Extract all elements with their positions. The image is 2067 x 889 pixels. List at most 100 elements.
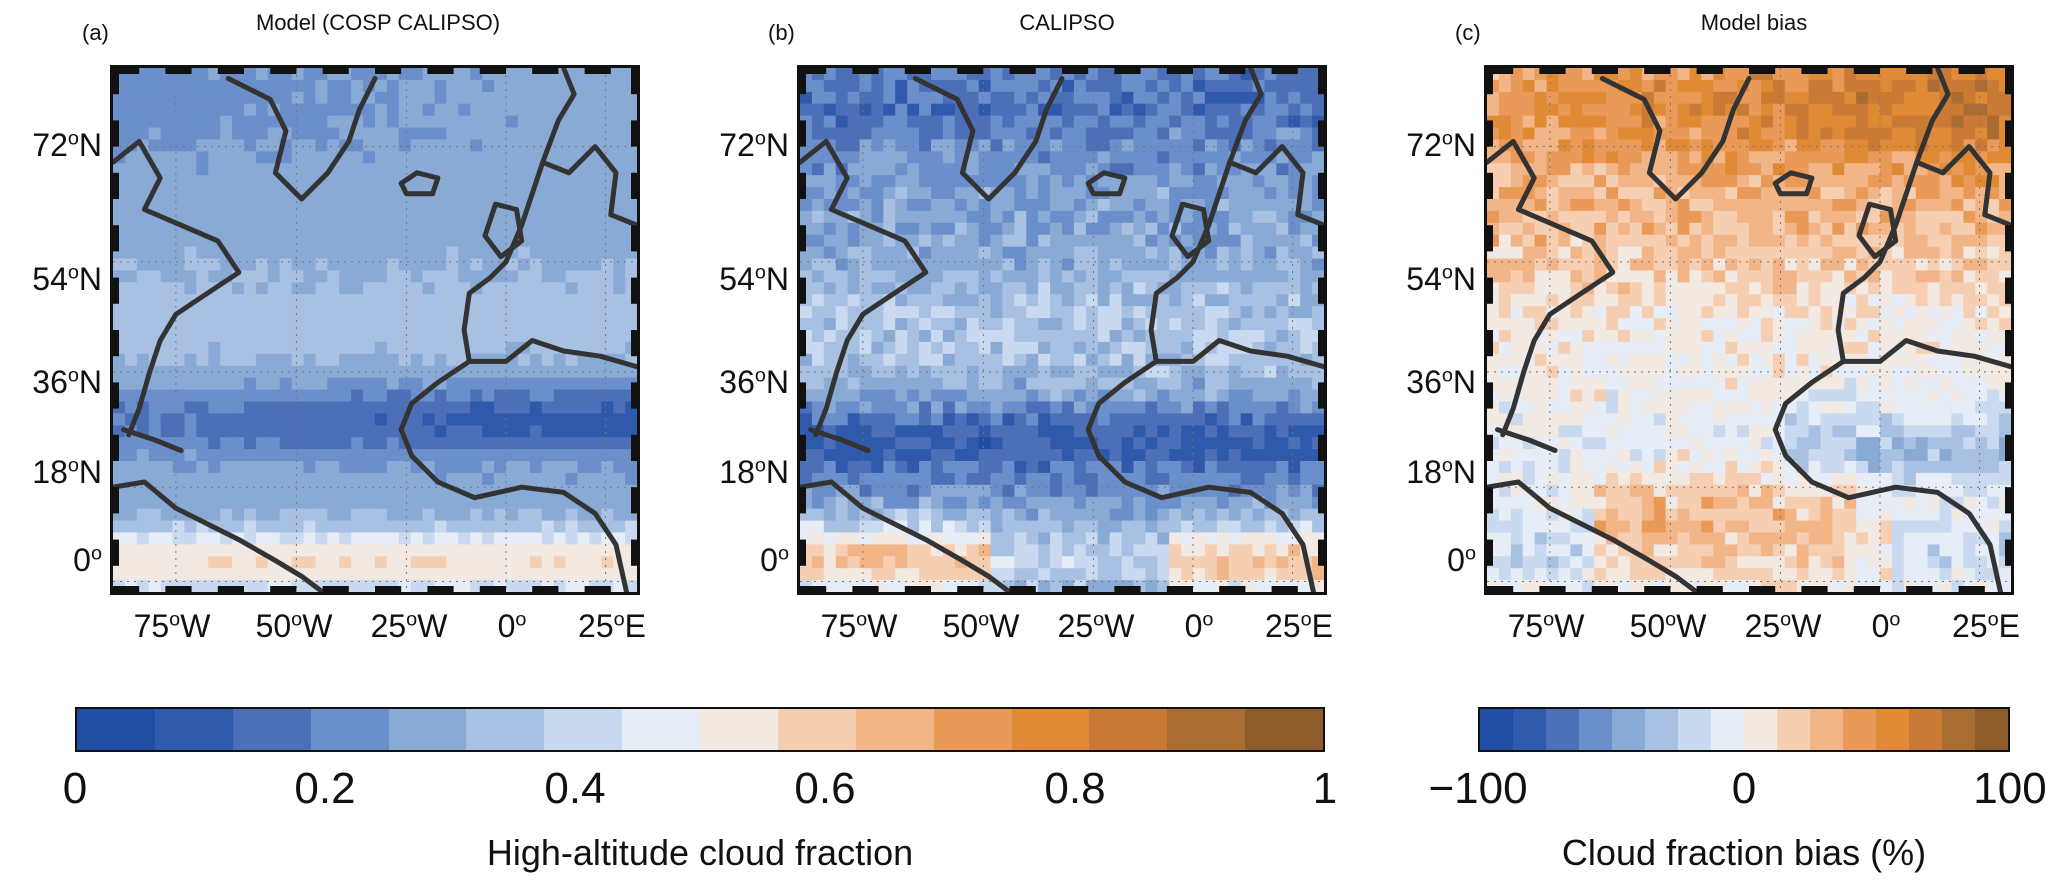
map-cell: [811, 330, 825, 343]
map-cell: [244, 151, 257, 164]
map-cell: [565, 449, 579, 462]
map-cell: [1216, 210, 1230, 224]
map-cell: [1050, 389, 1063, 403]
map-cell: [1582, 187, 1595, 200]
map-cell: [160, 568, 174, 581]
map-cell: [1276, 270, 1289, 283]
map-cell: [919, 222, 932, 236]
map-cell: [800, 306, 813, 319]
map-cell: [506, 318, 519, 331]
map-cell: [1169, 461, 1182, 474]
map-cell: [1510, 222, 1524, 236]
map-cell: [1844, 199, 1857, 212]
map-cell: [148, 508, 162, 522]
map-cell: [1641, 79, 1655, 93]
map-cell: [1085, 472, 1099, 486]
map-cell: [494, 330, 507, 343]
map-cell: [160, 294, 174, 307]
map-cell: [541, 461, 555, 474]
map-cell: [919, 496, 932, 510]
map-cell: [1701, 115, 1714, 129]
map-cell: [541, 544, 555, 557]
map-cell: [351, 508, 364, 522]
map-cell: [1832, 246, 1845, 260]
map-cell: [1999, 91, 2011, 105]
map-cell: [375, 520, 388, 534]
map-cell: [1760, 91, 1774, 105]
map-cell: [1772, 115, 1786, 129]
map-cell: [1880, 91, 1893, 105]
map-cell: [565, 318, 579, 331]
map-cell: [883, 532, 896, 545]
map-cell: [1014, 234, 1027, 248]
map-cell: [506, 568, 519, 581]
map-cell: [375, 127, 388, 141]
map-cell: [1665, 139, 1679, 152]
map-cell: [196, 556, 209, 569]
map-cell: [978, 151, 992, 164]
map-cell: [136, 318, 150, 331]
map-cell: [1951, 246, 1964, 260]
map-cell: [113, 210, 126, 224]
map-cell: [1903, 199, 1917, 212]
map-cell: [1062, 556, 1075, 569]
map-cell: [823, 163, 837, 176]
map-cell: [1228, 294, 1242, 307]
frame-tick: [1166, 586, 1193, 592]
map-cell: [529, 568, 543, 581]
map-cell: [601, 437, 614, 450]
map-cell: [1606, 127, 1619, 141]
map-cell: [978, 294, 992, 307]
map-cell: [1252, 270, 1266, 283]
map-cell: [494, 163, 507, 176]
map-cell: [1133, 210, 1146, 224]
map-cell: [1240, 175, 1254, 188]
frame-tick: [427, 68, 454, 74]
map-cell: [470, 79, 483, 93]
map-cell: [1618, 270, 1631, 283]
map-cell: [1216, 282, 1230, 295]
map-cell: [1594, 222, 1607, 236]
map-cell: [990, 472, 1004, 486]
map-cell: [1653, 318, 1667, 331]
map-cell: [895, 353, 908, 367]
coastline: [121, 427, 184, 453]
map-cell: [1204, 425, 1218, 438]
map-cell: [1522, 103, 1536, 117]
map-cell: [315, 306, 328, 319]
map-cell: [1193, 377, 1206, 391]
map-cell: [895, 187, 908, 200]
map-cell: [895, 330, 908, 343]
map-cell: [267, 425, 281, 438]
map-cell: [883, 306, 896, 319]
map-cell: [1062, 532, 1075, 545]
map-cell: [327, 544, 340, 557]
map-cell: [1002, 580, 1015, 592]
map-cell: [113, 199, 126, 212]
map-cell: [1050, 258, 1063, 272]
map-cell: [255, 294, 269, 307]
map-cell: [966, 377, 980, 391]
map-cell: [517, 79, 531, 93]
map-cell: [1856, 115, 1869, 129]
map-cell: [279, 353, 293, 367]
map-cell: [1157, 472, 1170, 486]
map-cell: [577, 508, 590, 522]
map-cell: [517, 115, 531, 129]
map-cell: [220, 425, 233, 438]
map-cell: [835, 532, 849, 545]
map-cell: [1050, 353, 1063, 367]
map-cell: [954, 461, 968, 474]
map-cell: [446, 127, 459, 141]
map-cell: [978, 556, 992, 569]
map-cell: [303, 151, 317, 164]
map-cell: [565, 246, 579, 260]
map-cell: [470, 199, 483, 212]
map-cell: [1002, 139, 1015, 152]
map-cell: [625, 425, 637, 438]
map-cell: [823, 187, 837, 200]
map-cell: [160, 306, 174, 319]
map-cell: [482, 449, 495, 462]
map-cell: [363, 127, 376, 141]
map-cell: [1760, 151, 1774, 164]
